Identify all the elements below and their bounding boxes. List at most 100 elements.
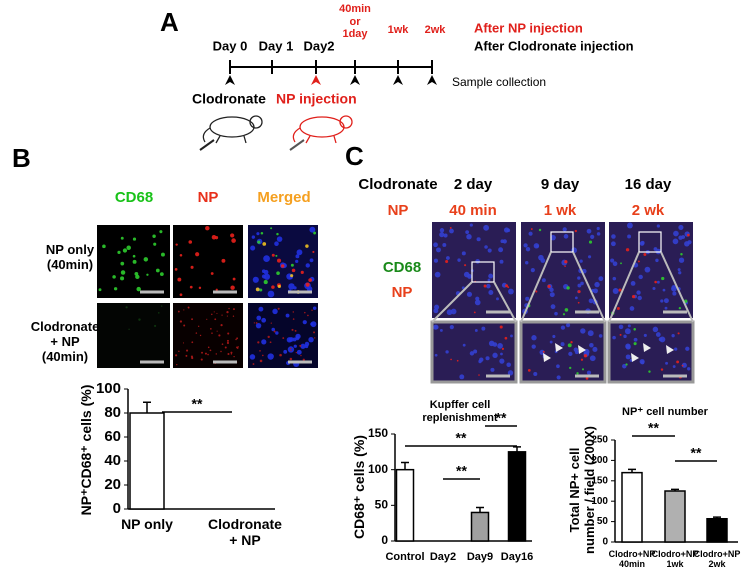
cell-dot: [662, 288, 666, 292]
x-tick-label: Day2: [429, 551, 457, 563]
cell-dot: [671, 334, 675, 338]
cell-dot: [531, 335, 537, 341]
cell-dot: [146, 273, 149, 276]
cell-dot: [132, 237, 137, 241]
cell-dot: [272, 308, 278, 315]
cell-dot: [538, 228, 542, 232]
cell-dot: [446, 309, 453, 316]
x-tick-label: Day16: [500, 551, 534, 563]
cell-dot: [592, 289, 595, 293]
y-axis-label: NP⁺CD68⁺ cells (%): [78, 384, 94, 516]
cell-dot: [610, 258, 615, 263]
cell-dot: [527, 369, 531, 372]
cell-dot: [626, 222, 633, 229]
cell-dot: [287, 346, 295, 353]
cell-dot: [434, 353, 438, 357]
cell-dot: [269, 341, 272, 344]
time-label: 2 day: [454, 176, 493, 193]
cell-dot: [253, 322, 255, 324]
sample-arrow: [311, 75, 321, 85]
row-label: NP only (40min): [45, 242, 95, 272]
cell-dot: [296, 349, 302, 355]
cell-dot: [560, 342, 565, 347]
cell-dot: [488, 290, 494, 295]
timepoint-label: 1wk: [388, 24, 410, 36]
y-tick-label: 150: [368, 426, 388, 440]
cell-dot: [552, 334, 556, 338]
cell-dot: [594, 281, 600, 288]
cell-dot: [233, 355, 235, 358]
cell-dot: [487, 248, 492, 253]
y-tick-label: 50: [597, 516, 609, 527]
cell-dot: [228, 307, 230, 310]
cell-dot: [506, 362, 511, 368]
cell-dot: [175, 243, 178, 246]
cell-dot: [499, 259, 504, 264]
cell-dot: [461, 251, 466, 256]
cell-dot: [535, 290, 538, 293]
cell-dot: [505, 284, 509, 288]
cell-dot: [528, 231, 533, 236]
cell-dot: [465, 230, 470, 235]
cell-dot: [174, 267, 178, 271]
cell-dot: [292, 337, 297, 342]
y-tick-label: 0: [381, 533, 388, 547]
zoom-line: [520, 251, 552, 323]
cell-dot: [230, 233, 235, 238]
cell-dot: [507, 370, 514, 376]
cell-dot: [125, 306, 128, 309]
cell-dot: [531, 344, 536, 349]
cell-dot: [306, 286, 313, 292]
sample-collection: Sample collection: [452, 75, 546, 89]
cell-dot: [191, 318, 193, 321]
cell-dot: [678, 271, 682, 275]
cell-dot: [136, 286, 141, 292]
cell-dot: [616, 306, 620, 310]
zoom-line: [572, 251, 606, 323]
bar: [395, 468, 415, 542]
cell-dot: [474, 329, 478, 332]
y-tick-label: 40: [104, 452, 121, 469]
cell-dot: [475, 259, 480, 264]
cell-dot: [673, 230, 679, 237]
cell-dot: [618, 288, 622, 292]
cell-dot: [232, 277, 236, 281]
zoom-frame: [519, 320, 607, 384]
cell-dot: [195, 252, 200, 257]
cell-dot: [290, 263, 294, 267]
cell-dot: [179, 253, 183, 257]
cell-dot: [159, 230, 163, 234]
cell-dot: [574, 296, 578, 300]
sample-arrow: [350, 75, 360, 85]
cell-dot: [305, 244, 309, 248]
legend-np: After NP injection: [474, 20, 583, 35]
cell-dot: [637, 295, 642, 301]
cell-dot: [627, 234, 632, 239]
cell-dot: [663, 298, 669, 304]
cell-dot: [508, 288, 514, 295]
cell-dot: [623, 334, 627, 339]
cell-dot: [220, 324, 223, 327]
cell-dot: [276, 232, 279, 236]
time-label: 40 min: [449, 202, 497, 219]
cell-dot: [577, 283, 582, 288]
cell-dot: [271, 285, 275, 289]
cell-dot: [267, 335, 270, 339]
cell-dot: [291, 328, 294, 331]
cell-dot: [190, 265, 194, 269]
cell-dot: [633, 337, 638, 342]
cell-dot: [457, 258, 461, 262]
np-injection-label: NP injection: [276, 91, 357, 107]
cell-dot: [563, 234, 569, 239]
cell-dot: [126, 245, 131, 251]
cell-dot: [259, 359, 263, 363]
legend-clodronate: After Clodronate injection: [474, 38, 634, 53]
cell-dot: [218, 334, 221, 337]
cell-dot: [191, 341, 194, 344]
cell-dot: [198, 286, 202, 290]
cell-dot: [592, 346, 598, 353]
sample-arrow: [225, 75, 235, 85]
cell-dot: [619, 333, 622, 336]
y-tick-label: 0: [602, 537, 608, 548]
stain-label: NP: [392, 284, 413, 301]
